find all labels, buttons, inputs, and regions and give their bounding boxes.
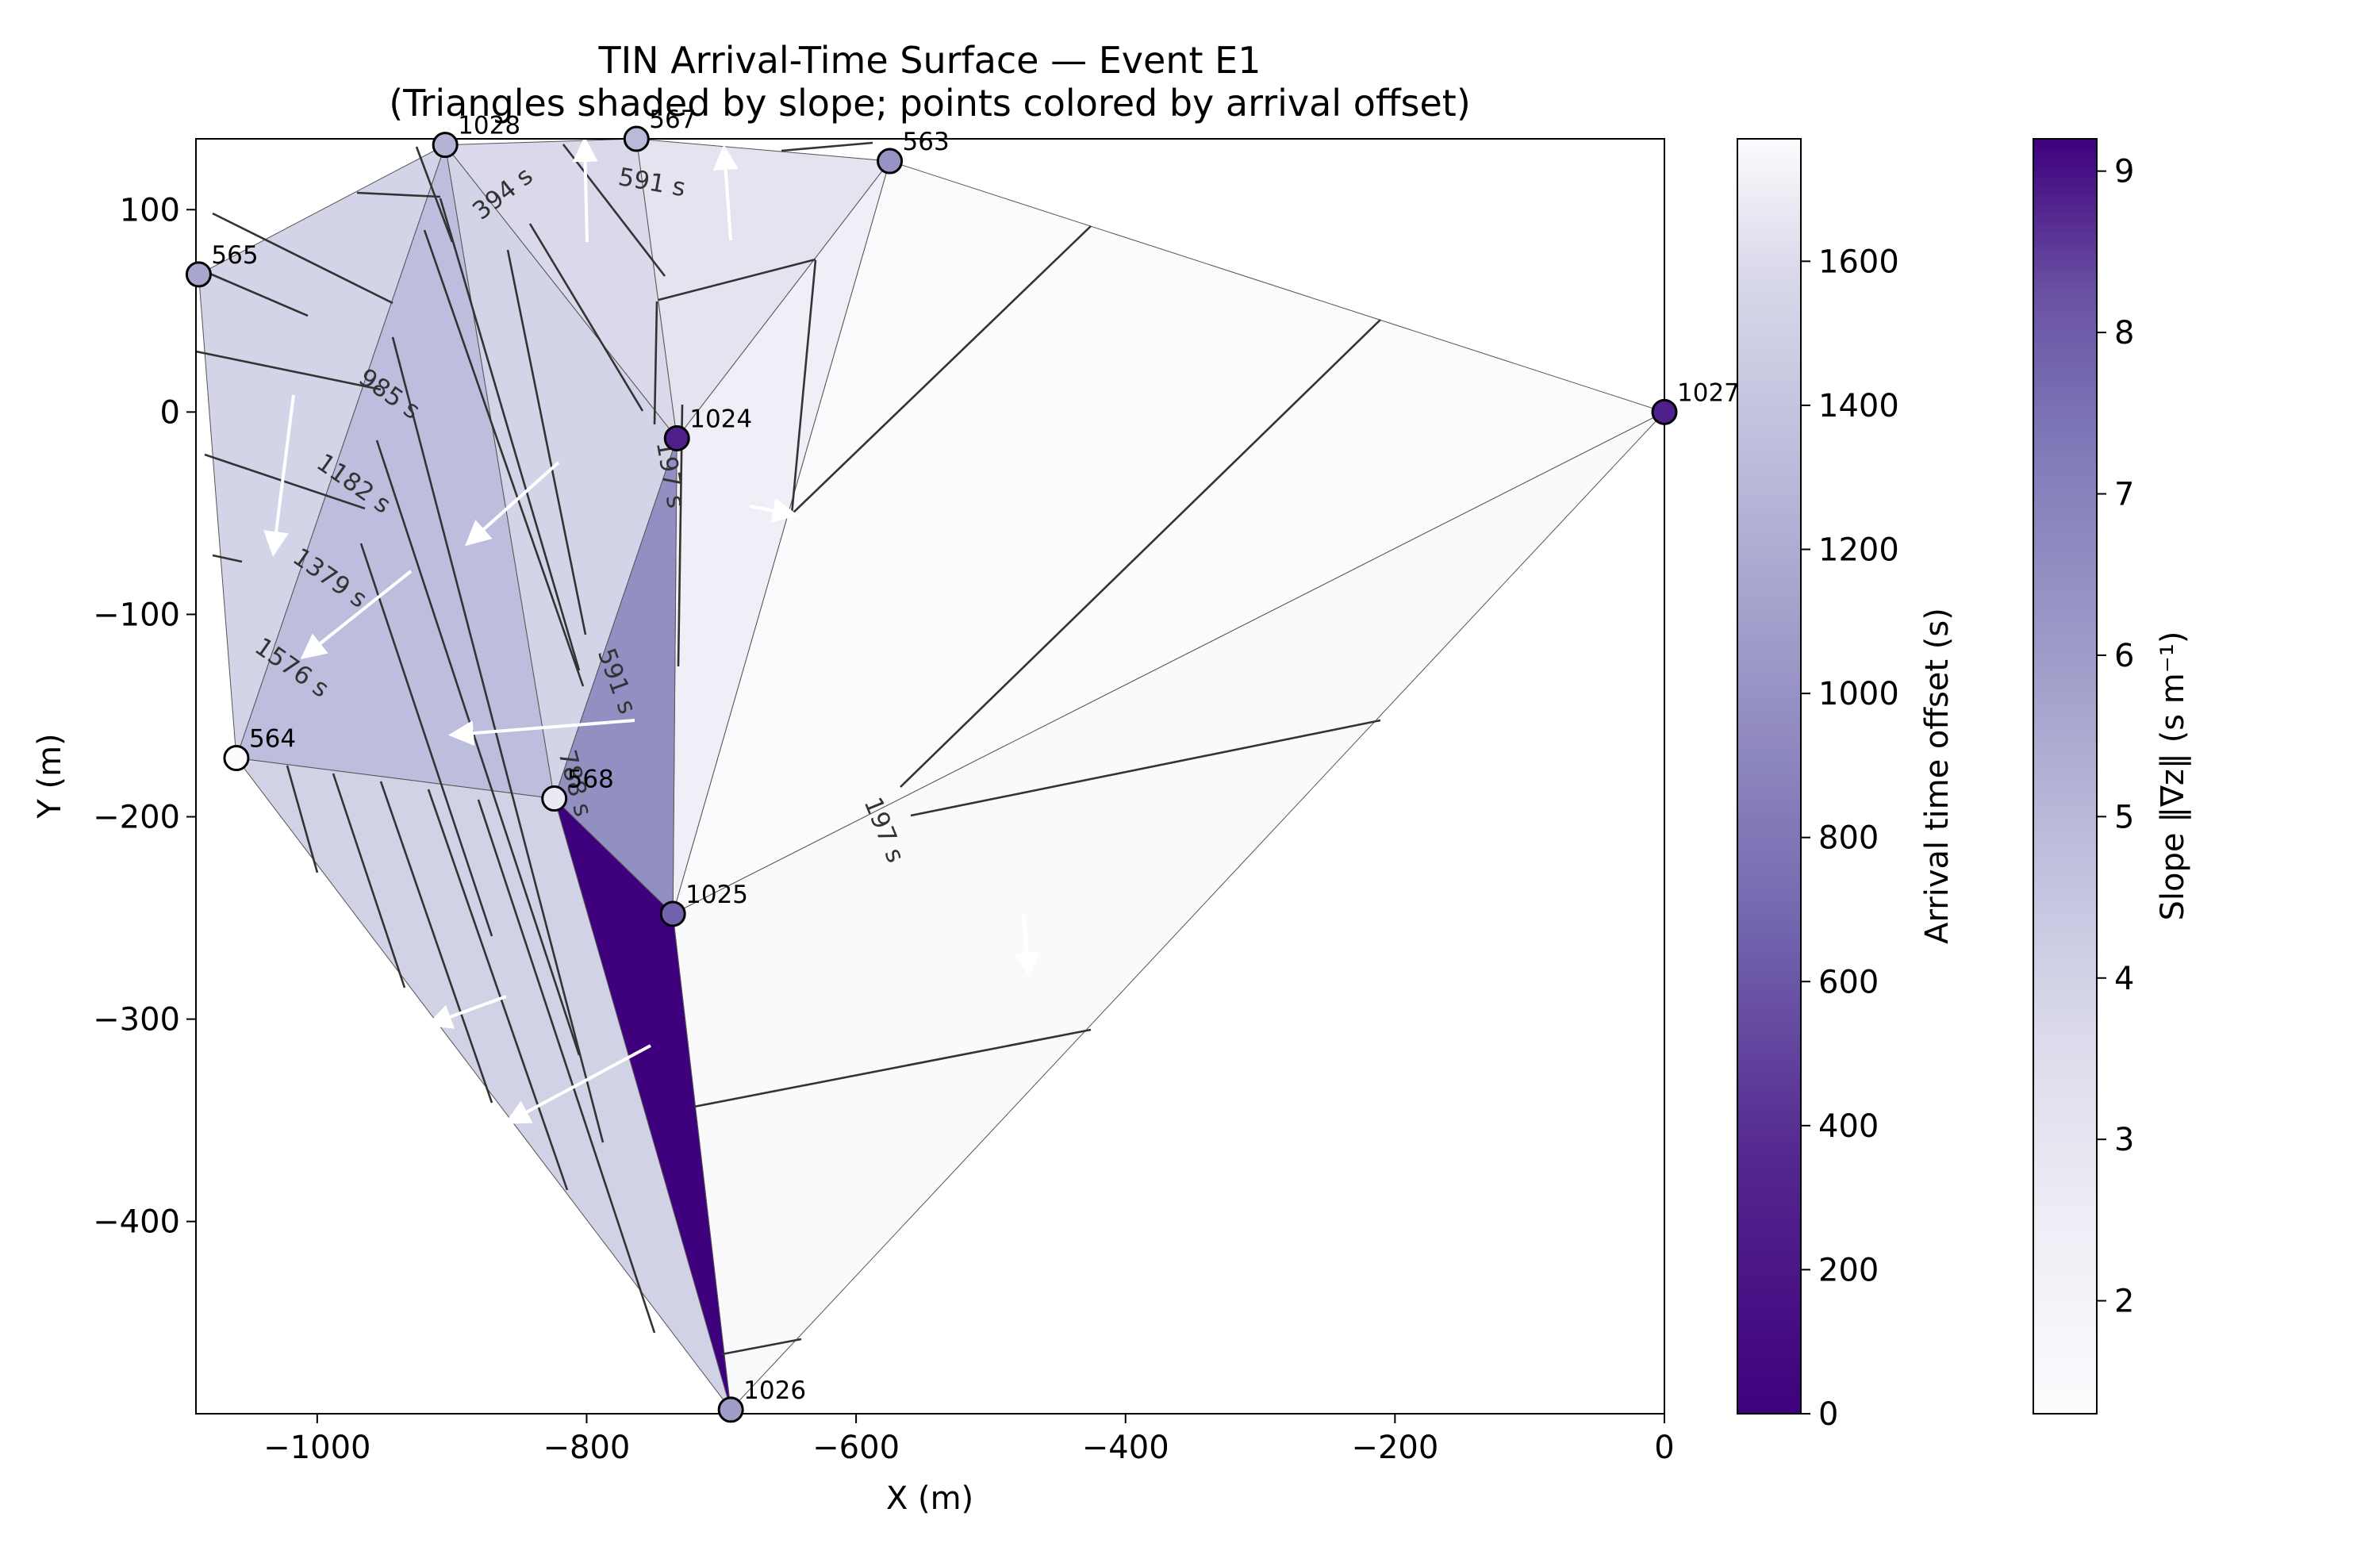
plot-frame: [195, 138, 1665, 1415]
gradient-arrows: [263, 139, 1040, 1124]
colorbar-tick-label: 7: [2114, 477, 2134, 513]
y-tick-label: 0: [160, 394, 180, 431]
tin-triangle: [672, 411, 1664, 1411]
colorbar-tick-label: 8: [2114, 315, 2134, 351]
tin-triangles: [198, 139, 1664, 1411]
colorbar-tick-label: 5: [2114, 799, 2134, 835]
station-label: 1026: [743, 1376, 806, 1405]
y-tick-label: 100: [120, 192, 180, 228]
colorbar-tick-label: 800: [1818, 820, 1879, 857]
colorbar-tick-label: 1400: [1818, 388, 1899, 424]
slope-colorbar-label: Slope ‖∇z‖ (s m⁻¹): [2155, 631, 2191, 920]
station-point: [663, 425, 690, 452]
x-tick-label: 0: [1654, 1430, 1674, 1466]
colorbar-tick-label: 400: [1818, 1108, 1879, 1145]
arrival-colorbar-label: Arrival time offset (s): [1919, 608, 1956, 944]
station-point: [185, 261, 212, 288]
y-tick-label: −300: [93, 1002, 180, 1038]
tin-triangle: [235, 757, 731, 1411]
x-tick-label: −1000: [263, 1430, 370, 1466]
station-point: [541, 785, 568, 812]
arrival-colorbar: [1737, 138, 1802, 1415]
slope-colorbar-ticks: 2 3 4 5 6 7 8 9: [2097, 154, 2134, 1320]
station-point: [1651, 398, 1678, 425]
colorbar-tick-label: 1600: [1818, 244, 1899, 280]
colorbar-tick-label: 4: [2114, 961, 2134, 997]
colorbar-tick-label: 1000: [1818, 676, 1899, 712]
station-label: 563: [903, 128, 950, 156]
slope-colorbar: [2033, 138, 2098, 1415]
station-point: [223, 745, 250, 772]
station-point: [432, 132, 459, 159]
y-tick-label: −200: [93, 800, 180, 836]
colorbar-tick-label: 200: [1818, 1252, 1879, 1288]
y-tick-label: −100: [93, 597, 180, 633]
colorbar-tick-label: 3: [2114, 1122, 2134, 1158]
y-axis-ticks: 100 0 −100 −200 −300 −400: [93, 192, 196, 1241]
x-tick-label: −800: [543, 1430, 631, 1466]
y-tick-label: −400: [93, 1204, 180, 1241]
colorbar-tick-label: 6: [2114, 638, 2134, 674]
chart-title: TIN Arrival-Time Surface — Event E1: [598, 39, 1261, 82]
x-tick-label: −200: [1351, 1430, 1438, 1466]
contour-lines: [196, 141, 1381, 1356]
station-label: 1025: [685, 881, 748, 909]
x-tick-label: −600: [812, 1430, 900, 1466]
colorbar-tick-label: 1200: [1818, 532, 1899, 569]
station-label: 568: [567, 766, 614, 794]
colorbar-tick-label: 9: [2114, 154, 2134, 190]
x-axis-label: X (m): [886, 1480, 973, 1517]
station-label: 1024: [689, 405, 752, 434]
station-points: [185, 125, 1678, 1423]
station-label: 1027: [1677, 378, 1740, 407]
station-label: 567: [649, 106, 696, 134]
colorbar-tick-label: 2: [2114, 1284, 2134, 1320]
chart-subtitle: (Triangles shaded by slope; points color…: [389, 82, 1471, 125]
y-axis-label: Y (m): [32, 733, 68, 819]
station-label: 565: [211, 241, 258, 270]
x-axis-ticks: −1000 −800 −600 −400 −200 0: [263, 1414, 1675, 1466]
station-point: [877, 148, 904, 175]
station-labels: 1028 567 563 565 1027 1024 564 568 1025 1026: [211, 106, 1740, 1405]
station-point: [623, 125, 650, 152]
arrival-colorbar-ticks: 0 200 400 600 800 1000 1200 1400 1600: [1801, 244, 1899, 1433]
colorbar-tick-label: 0: [1818, 1396, 1838, 1433]
station-point: [659, 900, 686, 927]
x-tick-label: −400: [1082, 1430, 1169, 1466]
station-point: [717, 1396, 744, 1423]
station-label: 564: [249, 725, 296, 754]
station-label: 1028: [458, 112, 520, 140]
colorbar-tick-label: 600: [1818, 964, 1879, 1000]
